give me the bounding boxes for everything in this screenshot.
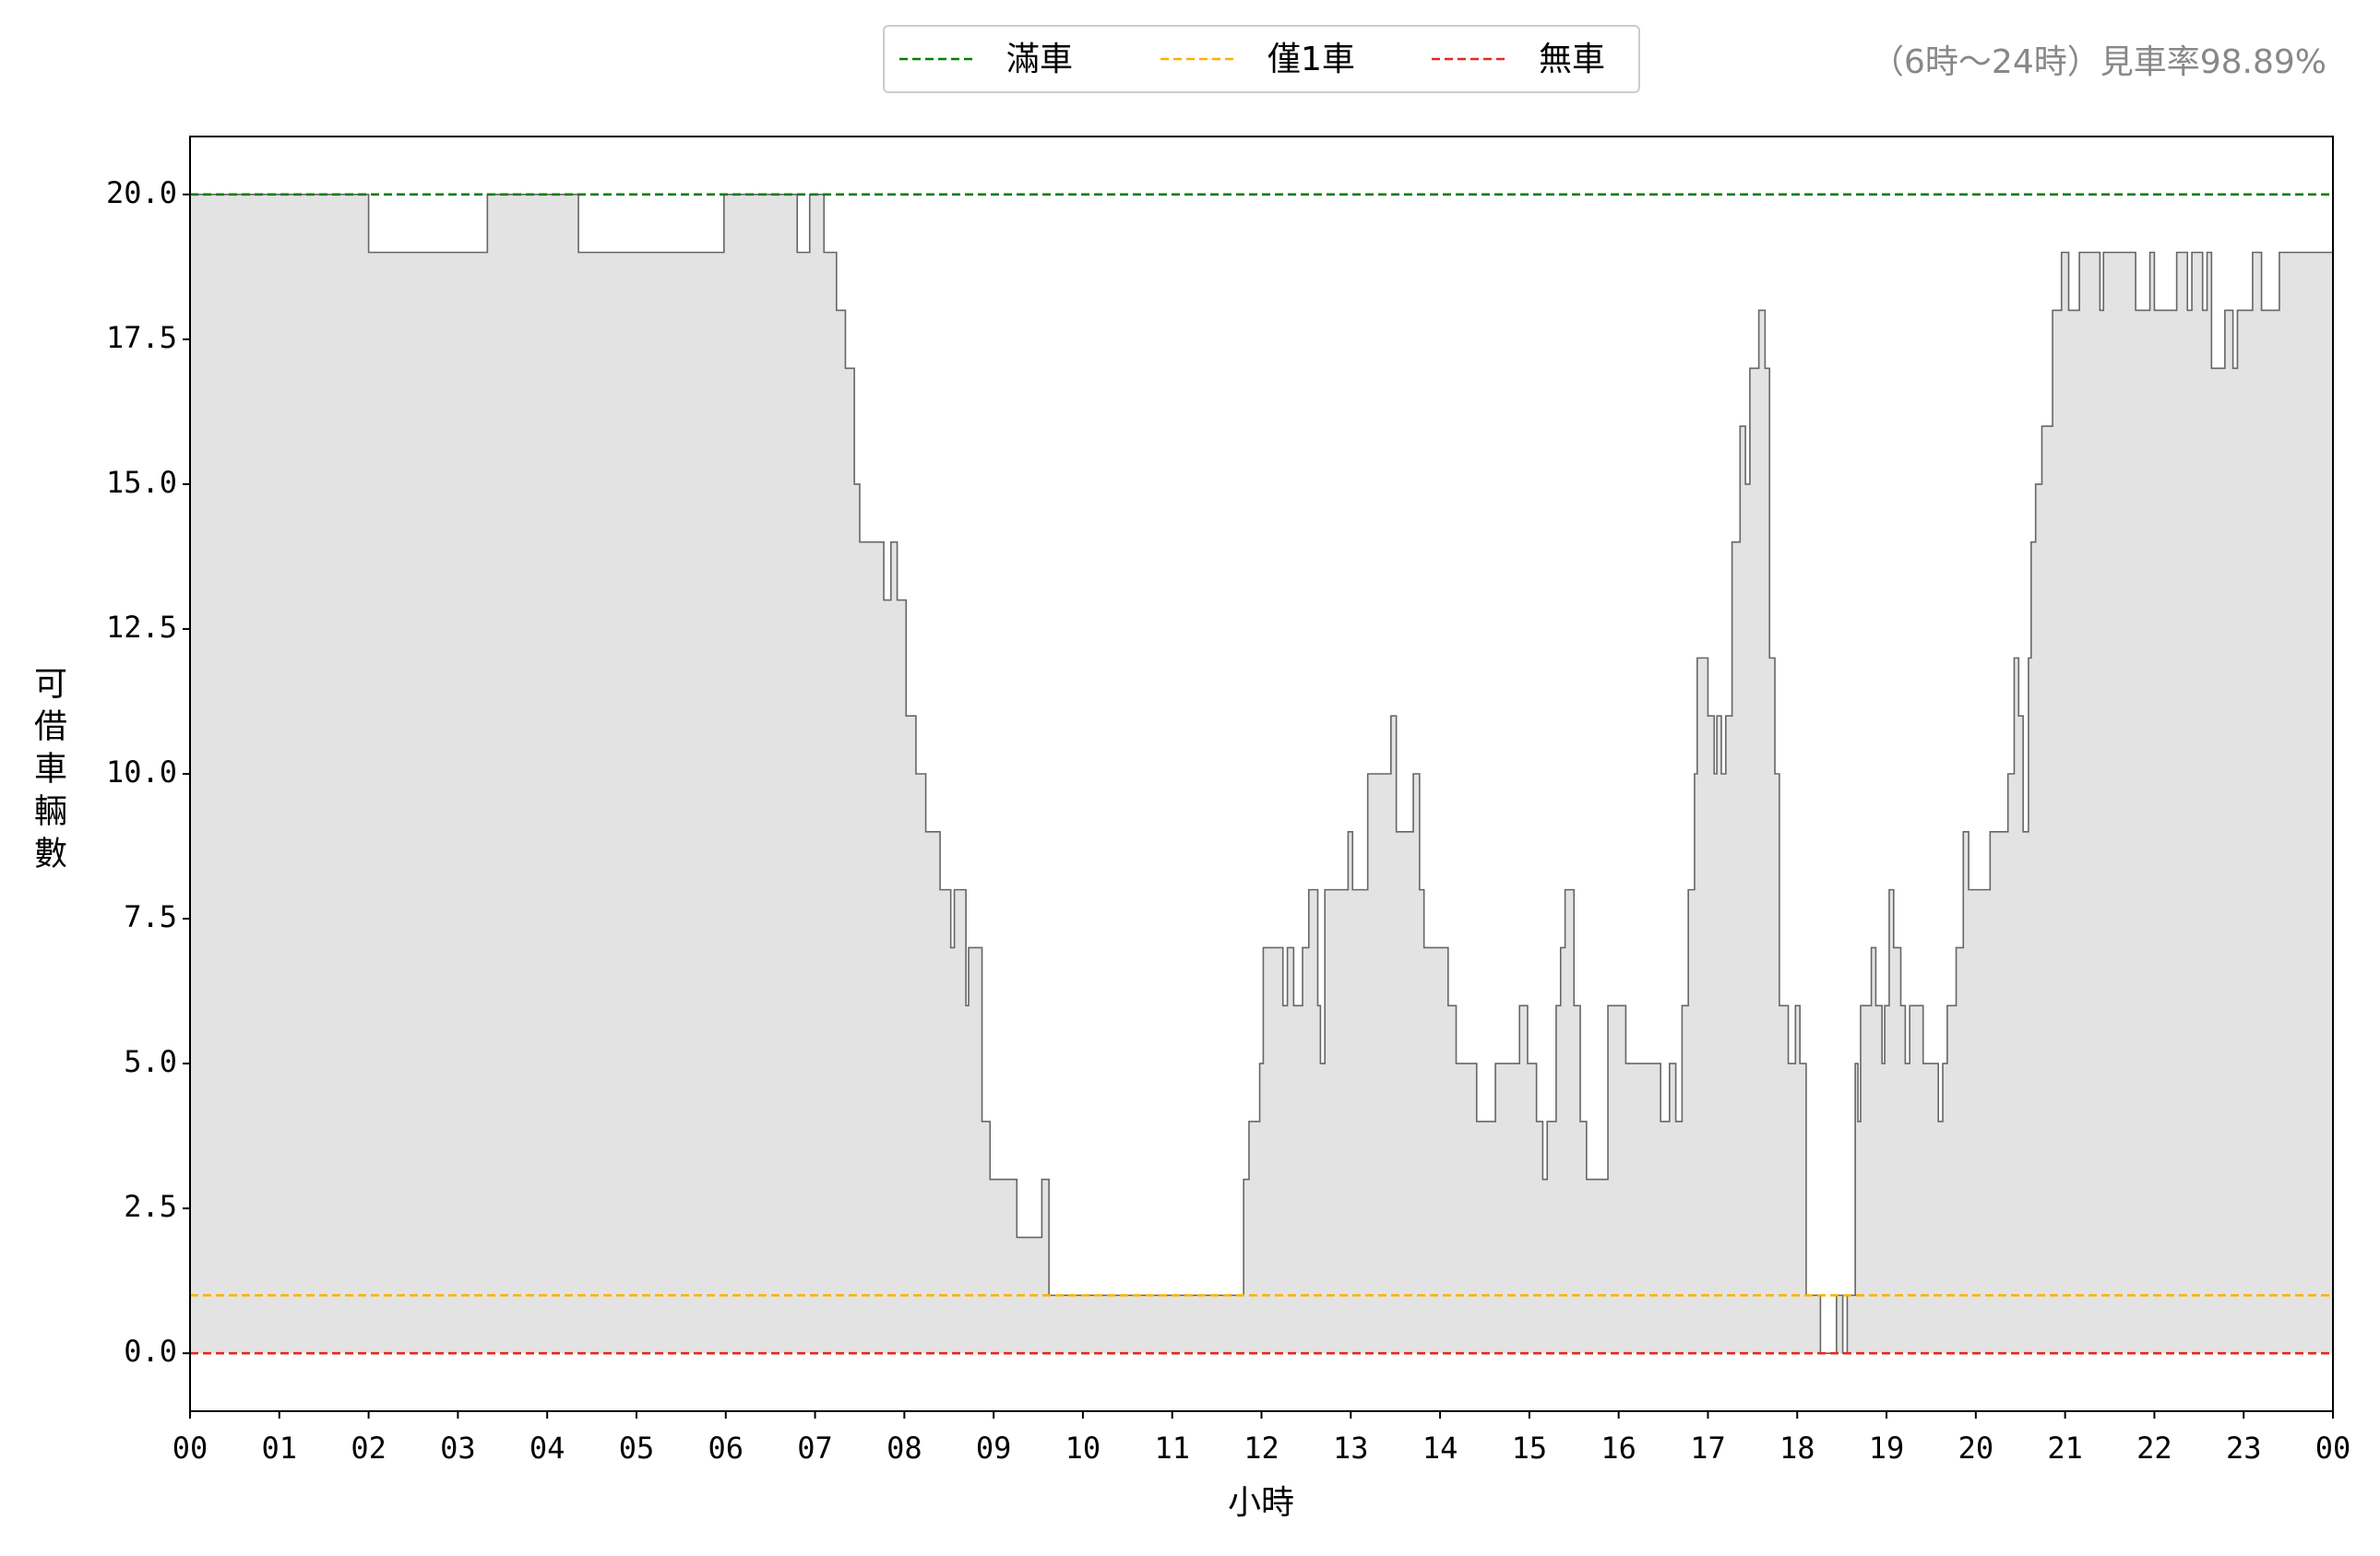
x-tick-label: 06 <box>708 1431 744 1466</box>
x-tick-label: 01 <box>262 1431 298 1466</box>
line <box>190 194 2333 1354</box>
y-tick-label: 2.5 <box>124 1189 177 1224</box>
y-tick-label: 12.5 <box>106 610 177 645</box>
x-tick-label: 08 <box>887 1431 922 1466</box>
y-axis-label: 可借車輛數 <box>29 666 67 878</box>
x-tick-label: 02 <box>351 1431 387 1466</box>
x-tick-label: 20 <box>1958 1431 1994 1466</box>
x-tick-label: 07 <box>797 1431 833 1466</box>
y-tick-label: 5.0 <box>124 1044 177 1079</box>
y-tick-label: 15.0 <box>106 465 177 500</box>
y-tick-label: 7.5 <box>124 899 177 934</box>
x-tick-label: 00 <box>2315 1431 2351 1466</box>
y-tick-label: 10.0 <box>106 754 177 790</box>
x-tick-label: 15 <box>1512 1431 1548 1466</box>
legend-frame <box>883 25 1640 93</box>
x-tick-label: 13 <box>1333 1431 1369 1466</box>
x-tick-label: 19 <box>1869 1431 1905 1466</box>
x-tick-label: 11 <box>1154 1431 1190 1466</box>
y-tick-label: 17.5 <box>106 320 177 355</box>
x-tick-label: 23 <box>2226 1431 2262 1466</box>
x-tick-label: 12 <box>1244 1431 1279 1466</box>
x-tick-label: 14 <box>1422 1431 1458 1466</box>
area <box>190 194 2333 1354</box>
x-tick-label: 05 <box>619 1431 655 1466</box>
x-tick-label: 04 <box>530 1431 565 1466</box>
y-tick-label: 0.0 <box>124 1334 177 1369</box>
legend-label: 滿車 <box>1006 41 1073 78</box>
x-tick-label: 09 <box>976 1431 1012 1466</box>
annotation: （6時～24時）見車率98.89% <box>1871 43 2326 81</box>
legend-label: 無車 <box>1539 41 1605 78</box>
x-tick-label: 10 <box>1065 1431 1101 1466</box>
x-tick-label: 22 <box>2136 1431 2172 1466</box>
x-tick-label: 00 <box>173 1431 208 1466</box>
x-tick-label: 03 <box>440 1431 476 1466</box>
x-axis-label: 小時 <box>1228 1484 1294 1522</box>
y-tick-label: 20.0 <box>106 175 177 210</box>
x-tick-label: 21 <box>2047 1431 2083 1466</box>
legend: 滿車 僅1車 無車 <box>883 25 1640 93</box>
x-tick-label: 16 <box>1601 1431 1636 1466</box>
legend-label: 僅1車 <box>1267 41 1355 78</box>
x-tick-label: 17 <box>1690 1431 1726 1466</box>
x-tick-label: 18 <box>1779 1431 1815 1466</box>
